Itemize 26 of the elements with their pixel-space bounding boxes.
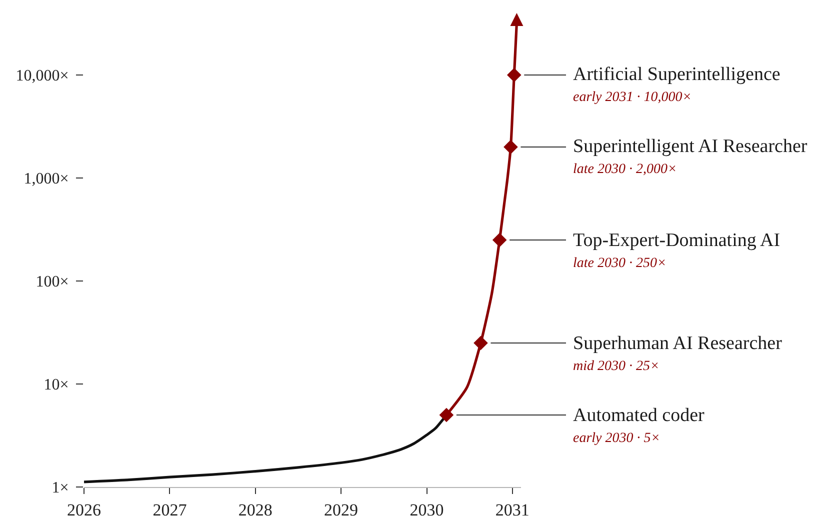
annotation: Top-Expert-Dominating AI — [573, 230, 780, 251]
x-tick-label: 2030 — [410, 500, 444, 519]
x-tick-label: 2028 — [238, 500, 272, 519]
point — [474, 336, 488, 350]
y-tick-label: 1× — [52, 480, 69, 497]
annotation: Automated coder — [573, 405, 706, 426]
y-tick-label: 100× — [36, 274, 69, 291]
text: late 2030 · 250× — [573, 256, 666, 271]
text: early 2030 · 5× — [573, 431, 660, 446]
y-tick-label: 1,000× — [24, 170, 69, 188]
annotation: Artificial Superintelligence — [573, 64, 780, 85]
annotation: Superintelligent AI Researcher — [573, 136, 808, 157]
annotation: Superhuman AI Researcher — [573, 333, 783, 354]
text: late 2030 · 2,000× — [573, 162, 677, 177]
point — [507, 68, 522, 82]
x-tick-label: 2031 — [495, 500, 530, 519]
x-tick-label: 2026 — [67, 500, 101, 519]
point — [439, 408, 454, 422]
y-tick-label: 10× — [44, 376, 69, 394]
text: early 2031 · 10,000× — [573, 90, 692, 105]
text: mid 2030 · 25× — [573, 359, 660, 374]
y-tick-label: 10,000× — [16, 68, 69, 85]
point — [504, 140, 518, 154]
point — [492, 232, 507, 248]
x-tick-label: 2027 — [152, 500, 188, 519]
x-tick-label: 2029 — [324, 500, 358, 519]
